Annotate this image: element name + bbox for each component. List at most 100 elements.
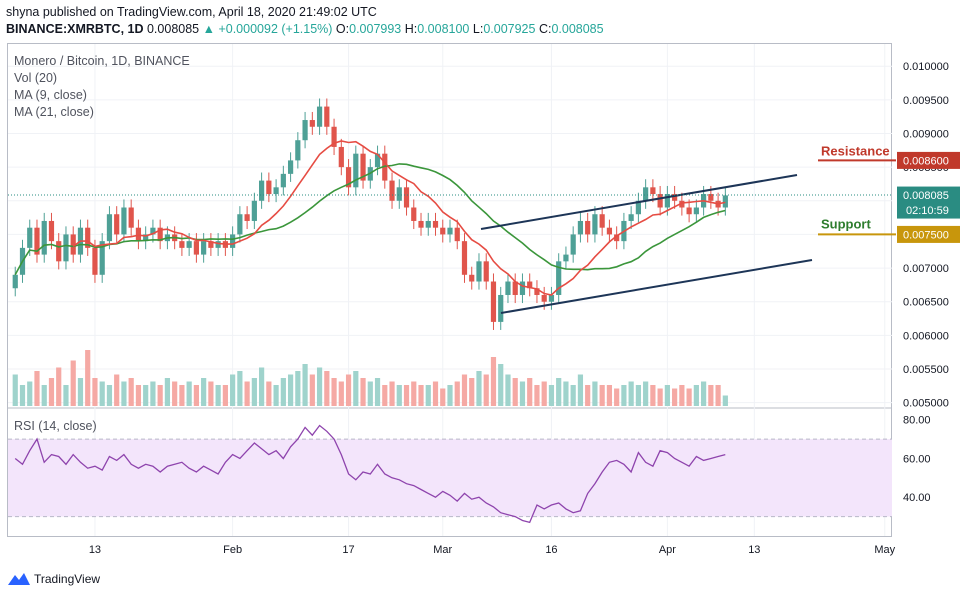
close-label: C: [538, 22, 552, 36]
volume-bar [324, 371, 330, 406]
candle-body [302, 120, 308, 141]
volume-bar [287, 374, 294, 406]
volume-bar [628, 381, 634, 406]
chart-frame [7, 43, 892, 537]
symbol-label: BINANCE:XMRBTC, 1D [6, 22, 144, 36]
candle-body [186, 241, 192, 248]
volume-bar [128, 378, 134, 406]
volume-bar [657, 388, 663, 406]
candle-body [577, 220, 584, 235]
price-axis-tick: 0.009500 [903, 95, 949, 107]
last-price: 0.008085 [146, 22, 200, 36]
candle-body [679, 200, 685, 208]
candle-body [27, 227, 33, 248]
candle-body [447, 227, 453, 235]
candle-body [454, 227, 460, 242]
candle-body [244, 214, 250, 221]
volume-bar [114, 374, 120, 406]
candle-body [519, 281, 526, 295]
volume-bar [230, 374, 236, 406]
candle-body [266, 180, 272, 195]
volume-bar [193, 385, 199, 406]
volume-bar [12, 374, 18, 406]
lower-trendline [500, 259, 813, 314]
volume-bar [273, 385, 279, 406]
volume-bar [41, 385, 47, 406]
volume-bar [121, 381, 127, 406]
candle-body [201, 241, 207, 255]
volume-bar [201, 378, 207, 406]
tradingview-brand[interactable]: TradingView [8, 572, 100, 586]
volume-bar [302, 364, 308, 406]
candle-body [106, 214, 113, 242]
volume-bar [418, 385, 424, 406]
ma9-line [72, 140, 726, 296]
volume-bar [353, 371, 359, 406]
volume-bar [48, 378, 55, 406]
candle-body [121, 207, 127, 235]
volume-bar [643, 381, 649, 406]
resistance-price-tag-text: 0.008600 [903, 155, 949, 167]
candle-body [403, 187, 410, 208]
candle-body [585, 220, 591, 235]
candle-body [461, 241, 468, 275]
volume-bar [150, 381, 156, 406]
volume-bar [280, 378, 286, 406]
symbol-ohlc-line: BINANCE:XMRBTC, 1D 0.008085 ▲ +0.000092 … [6, 22, 604, 36]
volume-bar [505, 374, 511, 406]
volume-bar [172, 381, 178, 406]
time-axis-tick: 13 [89, 544, 101, 556]
resistance-label: Resistance [821, 143, 890, 158]
volume-bar [519, 381, 526, 406]
candle-body [664, 194, 670, 208]
candle-body [418, 220, 424, 228]
time-axis-tick: 16 [545, 544, 557, 556]
candle-body [628, 214, 634, 221]
volume-bar [338, 381, 344, 406]
last-price-tag-text: 0.008085 [903, 190, 949, 202]
price-axis-tick: 0.005500 [903, 364, 949, 376]
volume-bar [585, 385, 591, 406]
price-axis-tick: 0.010000 [903, 61, 949, 73]
candle-body [12, 274, 18, 289]
time-axis-tick: 13 [748, 544, 760, 556]
volume-bar [512, 378, 518, 406]
volume-bar [454, 381, 460, 406]
price-axis-tick: 0.007000 [903, 263, 949, 275]
candle-body [657, 194, 663, 208]
volume-bar [570, 385, 576, 406]
volume-bar [650, 385, 656, 406]
candle-body [215, 241, 221, 248]
low-value: 0.007925 [483, 22, 536, 36]
candle-body [432, 220, 439, 228]
volume-bar [621, 385, 627, 406]
candle-body [686, 207, 692, 215]
volume-bar [215, 385, 221, 406]
candle-body [34, 227, 40, 255]
candle-body [208, 241, 214, 248]
volume-bar [251, 378, 257, 406]
candle-body [476, 261, 482, 282]
rsi-line [14, 424, 726, 524]
legend-volume: Vol (20) [14, 71, 58, 85]
support-price-tag-text: 0.007500 [903, 229, 949, 241]
candle-body [635, 200, 641, 215]
candle-body [599, 214, 605, 228]
candle-body [128, 207, 134, 228]
close-value: 0.008085 [551, 22, 604, 36]
volume-bar [237, 371, 243, 406]
high-label: H: [404, 22, 418, 36]
candle-body [280, 173, 286, 188]
candle-body [570, 234, 576, 255]
candle-body [331, 126, 337, 147]
time-axis-tick: 17 [342, 544, 354, 556]
time-axis-tick: May [874, 544, 895, 556]
volume-bar [266, 381, 272, 406]
volume-bar [447, 385, 453, 406]
tradingview-logo-icon [8, 573, 30, 585]
volume-bar [360, 378, 366, 406]
candle-body [99, 241, 105, 275]
candle-body [606, 227, 613, 235]
high-value: 0.008100 [417, 22, 470, 36]
